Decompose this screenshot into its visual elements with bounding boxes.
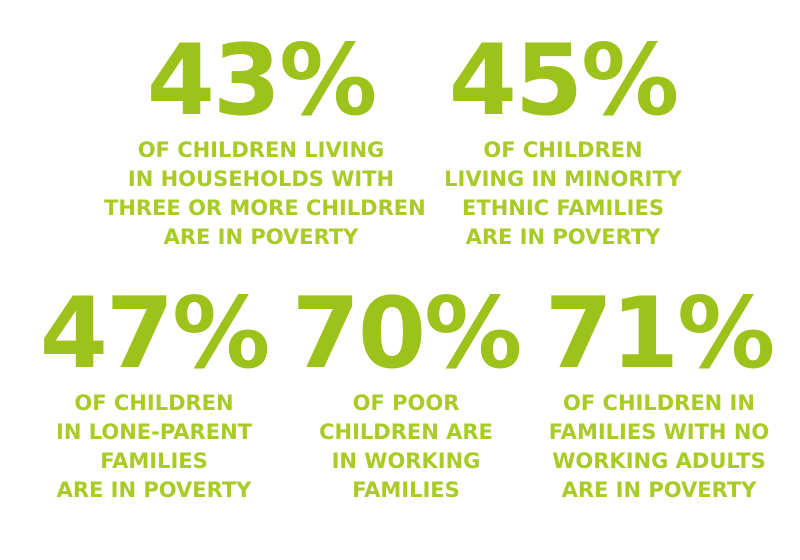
stat-description: OF CHILDREN IN FAMILIES WITH NO WORKING … [536, 389, 782, 505]
stat-percentage: 45% [448, 24, 680, 138]
stat-percentage: 43% [146, 24, 378, 138]
stat-description-line: ARE IN POVERTY [163, 225, 359, 249]
stat-description-line: THREE OR MORE CHILDREN [104, 196, 426, 220]
stat-description-line: ARE IN POVERTY [56, 478, 252, 502]
stat-block-working-families: 70% OF POOR CHILDREN ARE IN WORKING FAMI… [290, 277, 523, 505]
stat-description-line: ARE IN POVERTY [465, 225, 661, 249]
stat-description: OF CHILDREN LIVING IN HOUSEHOLDS WITH TH… [104, 136, 426, 252]
stat-description-line: OF POOR [352, 391, 460, 415]
stat-block-no-working-adults: 71% OF CHILDREN IN FAMILIES WITH NO WORK… [536, 285, 782, 505]
stat-block-minority-ethnic-families: 45% OF CHILDREN LIVING IN MINORITY ETHNI… [428, 32, 698, 252]
stat-description-line: CHILDREN ARE [319, 420, 493, 444]
stat-description-line: OF CHILDREN IN [563, 391, 755, 415]
stat-description-line: OF CHILDREN LIVING [137, 138, 385, 162]
stat-description-line: FAMILIES WITH NO [548, 420, 770, 444]
stat-description-line: FAMILIES [352, 478, 460, 502]
stat-percentage: 47% [39, 277, 271, 391]
stat-block-lone-parent-families: 47% OF CHILDREN IN LONE-PARENT FAMILIES … [34, 285, 274, 505]
stat-description-line: LIVING IN MINORITY [444, 167, 682, 191]
stat-description-line: ETHNIC FAMILIES [462, 196, 664, 220]
stat-description: OF POOR CHILDREN ARE IN WORKING FAMILIES [290, 389, 522, 505]
stat-description: OF CHILDREN LIVING IN MINORITY ETHNIC FA… [428, 136, 698, 252]
stat-description-line: FAMILIES [100, 449, 208, 473]
stat-percentage: 71% [544, 277, 776, 391]
stat-description-line: IN LONE-PARENT [56, 420, 252, 444]
stat-block-households-three-children: 43% OF CHILDREN LIVING IN HOUSEHOLDS WIT… [104, 24, 426, 252]
stat-description-line: OF CHILDREN [74, 391, 234, 415]
stat-percentage: 70% [291, 277, 523, 391]
stat-description-line: OF CHILDREN [483, 138, 643, 162]
stat-description-line: ARE IN POVERTY [561, 478, 757, 502]
stat-description-line: IN HOUSEHOLDS WITH [127, 167, 395, 191]
stat-description-line: IN WORKING [331, 449, 481, 473]
stat-description: OF CHILDREN IN LONE-PARENT FAMILIES ARE … [34, 389, 274, 505]
stat-description-line: WORKING ADULTS [552, 449, 766, 473]
